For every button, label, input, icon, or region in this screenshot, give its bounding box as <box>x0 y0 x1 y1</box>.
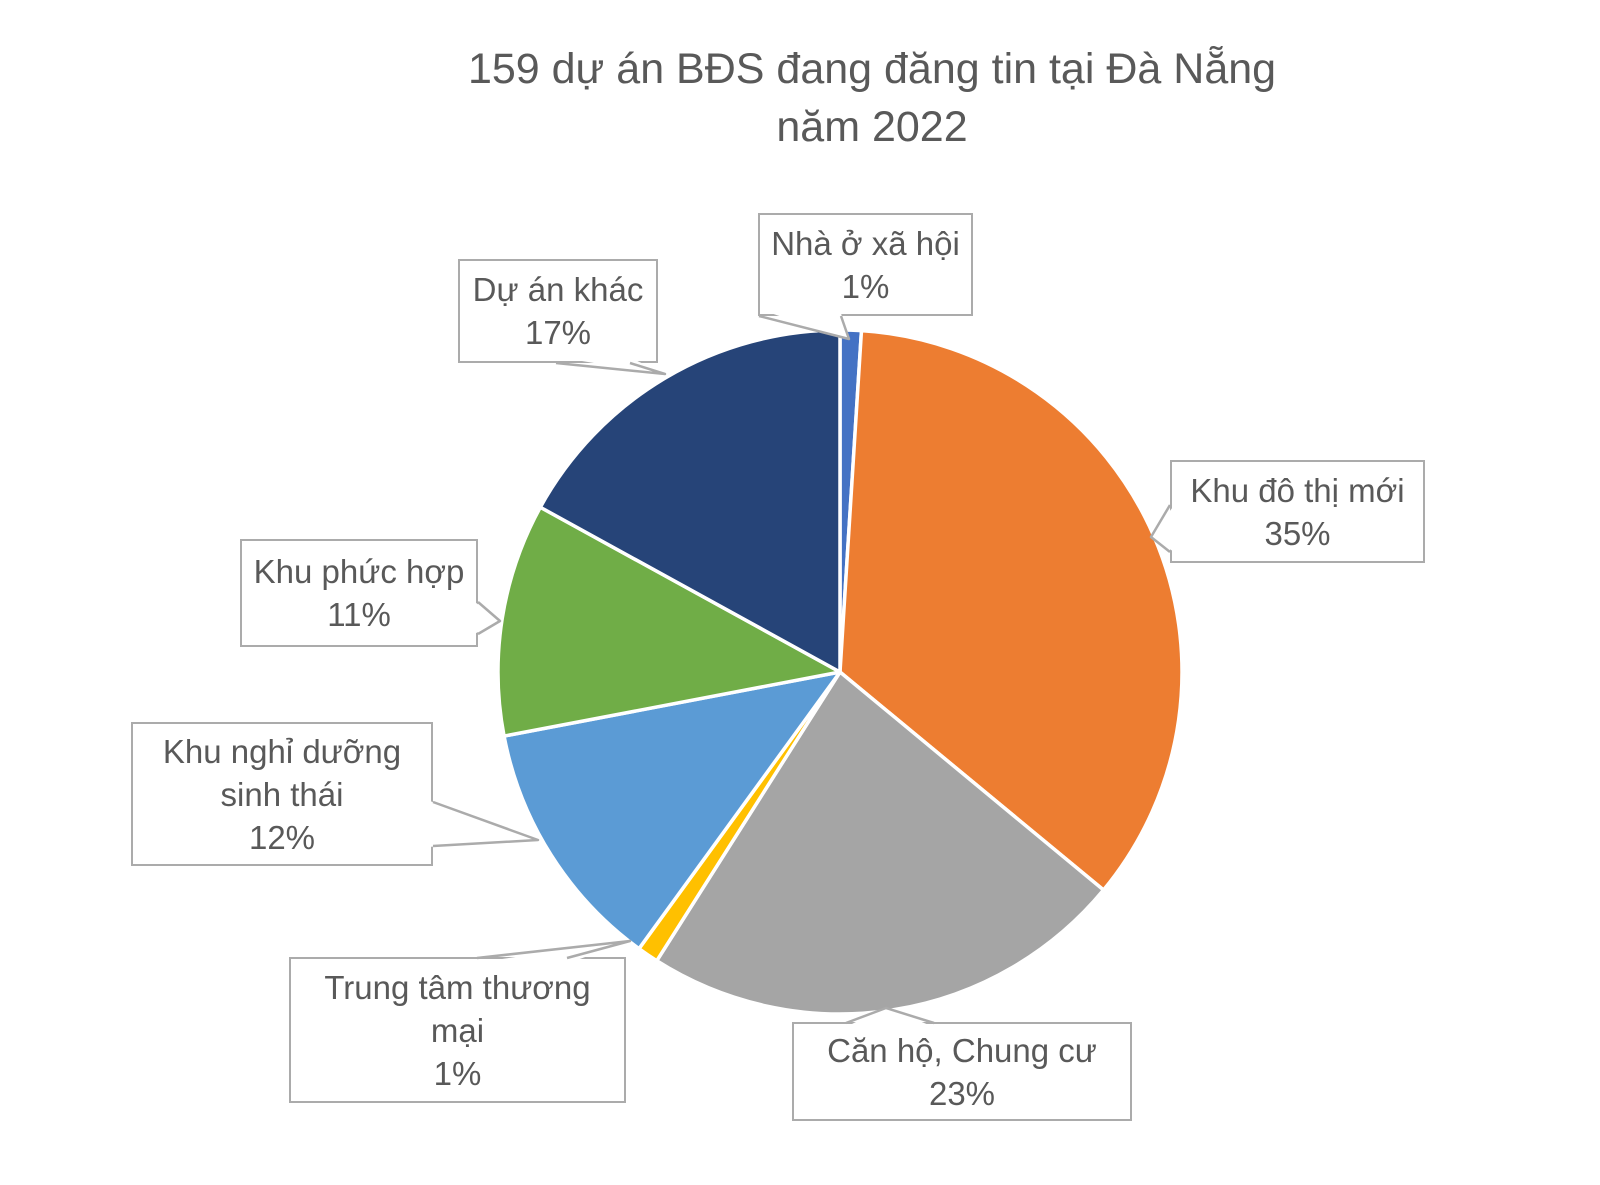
pie-slice-4 <box>502 670 842 951</box>
chart-title: 159 dự án BĐS đang đăng tin tại Đà Nẵng … <box>272 40 1472 156</box>
callout-label-trung-tam-thuong-mai: Trung tâm thương mại 1% <box>289 957 626 1103</box>
slice-percent: 17% <box>524 314 592 351</box>
callout-label-khu-do-thi-moi: Khu đô thị mới 35% <box>1170 460 1425 563</box>
callout-label-khu-phuc-hop: Khu phức hợp 11% <box>240 539 478 647</box>
pie-slice-5 <box>496 505 842 738</box>
slice-percent: 11% <box>327 596 391 633</box>
callout-label-du-an-khac: Dự án khác 17% <box>458 259 658 363</box>
slice-label: Khu đô thị mới <box>1190 471 1405 509</box>
slice-label: Căn hộ, Chung cư <box>827 1031 1097 1069</box>
slice-label: Khu phức hợp <box>253 553 465 590</box>
callout-label-nha-o-xa-hoi: Nhà ở xã hội 1% <box>758 213 973 316</box>
slice-percent: 12% <box>248 818 316 856</box>
callout-label-khu-nghi-duong-sinh-thai: Khu nghỉ dưỡng sinh thái 12% <box>131 722 433 866</box>
callout-label-can-ho-chung-cu: Căn hộ, Chung cư 23% <box>792 1022 1132 1121</box>
chart-title-line1: 159 dự án BĐS đang đăng tin tại Đà Nẵng <box>467 45 1277 93</box>
slice-percent: 35% <box>1264 514 1331 552</box>
slice-label: Dự án khác <box>472 271 644 308</box>
slice-percent: 1% <box>433 1054 482 1092</box>
chart-title-line2: năm 2022 <box>776 103 968 151</box>
slice-label: Trung tâm thương mại <box>324 968 591 1049</box>
slice-percent: 1% <box>841 267 890 305</box>
slice-label: Nhà ở xã hội <box>771 224 960 262</box>
slice-percent: 23% <box>928 1074 996 1112</box>
slice-label: Khu nghỉ dưỡng sinh thái <box>162 732 402 813</box>
